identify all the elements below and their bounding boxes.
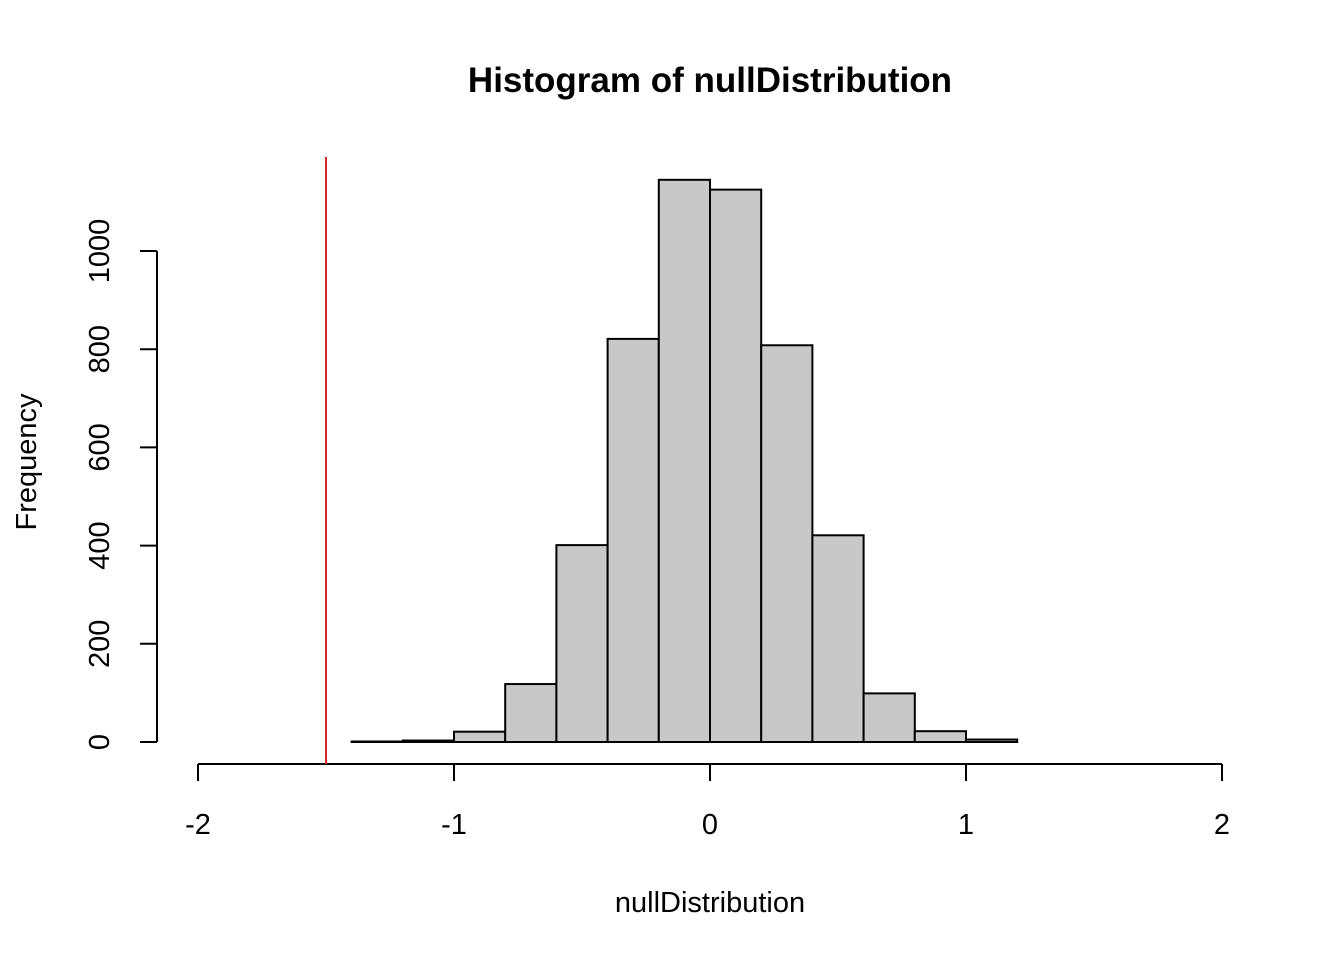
- histogram-bar: [453, 730, 507, 744]
- x-axis: -2 -1 0 1 2: [185, 763, 1230, 841]
- y-tick-label: 0: [84, 734, 116, 750]
- histogram-bar: [760, 344, 814, 743]
- x-axis-label: nullDistribution: [615, 887, 805, 919]
- histogram-bar: [862, 692, 916, 743]
- histogram-bar: [555, 544, 609, 744]
- histogram-bar: [401, 739, 455, 743]
- histogram-bar: [657, 178, 711, 743]
- histogram-bar: [709, 188, 763, 743]
- histogram-bar: [606, 337, 660, 743]
- x-tick-label: 0: [702, 809, 718, 841]
- y-tick-label: 200: [84, 620, 116, 668]
- chart-title: Histogram of nullDistribution: [468, 61, 952, 100]
- x-tick-label: 2: [1214, 809, 1230, 841]
- histogram-bar: [350, 740, 404, 744]
- x-tick-label: -2: [185, 809, 211, 841]
- x-tick-label: 1: [958, 809, 974, 841]
- y-tick-label: 800: [84, 325, 116, 373]
- histogram-bar: [965, 738, 1019, 743]
- histogram-bar: [504, 683, 558, 744]
- histogram-bar: [811, 534, 865, 743]
- x-tick-label: -1: [441, 809, 467, 841]
- histogram-bar: [913, 730, 967, 743]
- y-tick-label: 600: [84, 423, 116, 471]
- y-axis: 0 200 400 600 800 1000: [84, 219, 158, 750]
- y-tick-label: 1000: [84, 219, 116, 284]
- y-axis-label: Frequency: [11, 393, 43, 531]
- histogram-bars: [350, 178, 1019, 744]
- y-tick-label: 400: [84, 521, 116, 569]
